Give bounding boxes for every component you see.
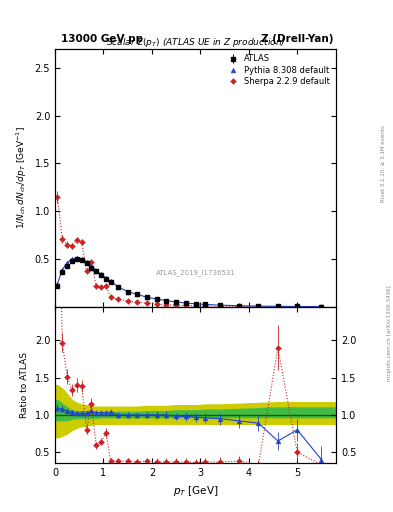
Pythia 8.308 default: [70, 256, 74, 262]
Pythia 8.308 default: [79, 256, 84, 262]
Sherpa 2.2.9 default: [79, 239, 84, 245]
Sherpa 2.2.9 default: [193, 303, 198, 309]
Sherpa 2.2.9 default: [237, 303, 241, 309]
Pythia 8.308 default: [108, 278, 113, 284]
Sherpa 2.2.9 default: [94, 283, 99, 289]
Line: Pythia 8.308 default: Pythia 8.308 default: [55, 255, 324, 309]
Pythia 8.308 default: [256, 303, 261, 309]
Sherpa 2.2.9 default: [174, 302, 178, 308]
Sherpa 2.2.9 default: [99, 284, 103, 290]
Pythia 8.308 default: [99, 271, 103, 278]
Text: Z (Drell-Yan): Z (Drell-Yan): [261, 33, 333, 44]
Sherpa 2.2.9 default: [295, 304, 299, 310]
Pythia 8.308 default: [275, 303, 280, 309]
Pythia 8.308 default: [65, 260, 70, 266]
Sherpa 2.2.9 default: [108, 294, 113, 301]
Title: Scalar $\Sigma(p_T)$ (ATLAS UE in Z production): Scalar $\Sigma(p_T)$ (ATLAS UE in Z prod…: [106, 36, 285, 49]
Pythia 8.308 default: [135, 291, 140, 297]
Text: Rivet 3.1.10, ≥ 3.1M events: Rivet 3.1.10, ≥ 3.1M events: [381, 125, 386, 202]
Text: 13000 GeV pp: 13000 GeV pp: [61, 33, 143, 44]
Pythia 8.308 default: [217, 302, 222, 308]
Sherpa 2.2.9 default: [217, 303, 222, 309]
Sherpa 2.2.9 default: [145, 300, 149, 306]
Sherpa 2.2.9 default: [319, 304, 324, 310]
Pythia 8.308 default: [193, 301, 198, 307]
Pythia 8.308 default: [145, 294, 149, 301]
Pythia 8.308 default: [116, 284, 120, 290]
Pythia 8.308 default: [184, 300, 188, 306]
Text: mcplots.cern.ch [arXiv:1306.3436]: mcplots.cern.ch [arXiv:1306.3436]: [387, 285, 391, 380]
Pythia 8.308 default: [84, 259, 89, 265]
Pythia 8.308 default: [74, 255, 79, 261]
Sherpa 2.2.9 default: [164, 302, 169, 308]
Sherpa 2.2.9 default: [184, 303, 188, 309]
Sherpa 2.2.9 default: [103, 283, 108, 289]
Line: Sherpa 2.2.9 default: Sherpa 2.2.9 default: [55, 195, 323, 309]
Pythia 8.308 default: [55, 281, 60, 287]
Sherpa 2.2.9 default: [70, 243, 74, 249]
Sherpa 2.2.9 default: [125, 298, 130, 304]
X-axis label: $p_T$ [GeV]: $p_T$ [GeV]: [173, 484, 218, 498]
Sherpa 2.2.9 default: [203, 303, 208, 309]
Sherpa 2.2.9 default: [65, 242, 70, 248]
Pythia 8.308 default: [164, 297, 169, 304]
Sherpa 2.2.9 default: [60, 236, 64, 242]
Pythia 8.308 default: [125, 288, 130, 294]
Pythia 8.308 default: [203, 301, 208, 307]
Sherpa 2.2.9 default: [89, 259, 94, 265]
Sherpa 2.2.9 default: [275, 304, 280, 310]
Sherpa 2.2.9 default: [135, 299, 140, 305]
Pythia 8.308 default: [319, 304, 324, 310]
Sherpa 2.2.9 default: [116, 296, 120, 302]
Pythia 8.308 default: [60, 266, 64, 272]
Pythia 8.308 default: [154, 296, 159, 302]
Sherpa 2.2.9 default: [154, 301, 159, 307]
Sherpa 2.2.9 default: [84, 268, 89, 274]
Y-axis label: Ratio to ATLAS: Ratio to ATLAS: [20, 352, 29, 418]
Y-axis label: $1/N_\mathrm{ch}\,dN_\mathrm{ch}/dp_T$ [GeV$^{-1}$]: $1/N_\mathrm{ch}\,dN_\mathrm{ch}/dp_T$ […: [15, 126, 29, 229]
Pythia 8.308 default: [295, 304, 299, 310]
Pythia 8.308 default: [103, 275, 108, 281]
Pythia 8.308 default: [94, 267, 99, 273]
Pythia 8.308 default: [89, 263, 94, 269]
Pythia 8.308 default: [237, 303, 241, 309]
Sherpa 2.2.9 default: [74, 237, 79, 243]
Text: ATLAS_2019_I1736531: ATLAS_2019_I1736531: [156, 269, 235, 276]
Pythia 8.308 default: [174, 299, 178, 305]
Legend: ATLAS, Pythia 8.308 default, Sherpa 2.2.9 default: ATLAS, Pythia 8.308 default, Sherpa 2.2.…: [224, 53, 332, 88]
Sherpa 2.2.9 default: [55, 194, 60, 200]
Sherpa 2.2.9 default: [256, 304, 261, 310]
